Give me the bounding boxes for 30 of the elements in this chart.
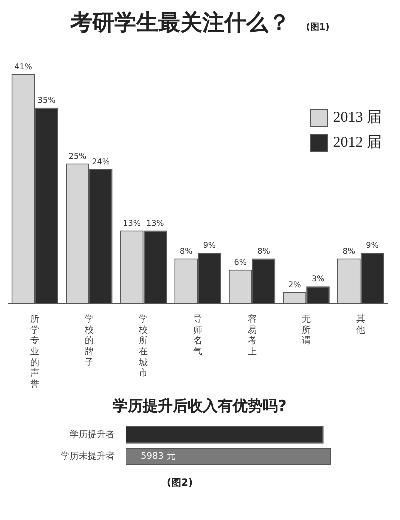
x-tick-label: 容易考上 xyxy=(248,314,257,358)
data-label: 3% xyxy=(312,274,325,284)
chart-title: 考研学生最关注什么？ xyxy=(70,11,290,36)
data-label: 25% xyxy=(68,152,88,161)
x-tick-label: 所学专业的声誉 xyxy=(30,314,40,390)
x-tick-label: 无所谓 xyxy=(302,315,312,347)
data-label: 41% xyxy=(14,62,33,72)
data-label: 8% xyxy=(180,246,194,256)
x-tick-label: 其他 xyxy=(356,314,366,336)
data-label: 13% xyxy=(123,218,142,228)
x-tick-label: 导师名气 xyxy=(194,314,202,358)
data-label: 8% xyxy=(342,246,356,256)
text: (图2) xyxy=(166,478,194,489)
data-label: 6% xyxy=(234,258,248,267)
data-label: 24% xyxy=(92,157,110,166)
y-tick-label: 学历提升者 xyxy=(70,430,115,441)
chart-title: 学历提升后收入有优势吗? xyxy=(113,397,287,415)
data-label: 13% xyxy=(146,218,165,228)
data-label: 35% xyxy=(38,96,56,105)
legend-label: 2012 届 xyxy=(333,134,382,152)
data-label: 2% xyxy=(288,280,302,290)
data-label: 5983 元 xyxy=(141,451,176,462)
legend-label: 2013 届 xyxy=(333,109,382,127)
x-tick-label: 学校的牌子 xyxy=(84,314,94,368)
text: (图1) xyxy=(306,23,330,33)
data-label: 9% xyxy=(203,241,216,250)
data-label: 8% xyxy=(258,246,271,256)
data-label: 9% xyxy=(366,241,380,250)
y-tick-label: 学历未提升者 xyxy=(61,451,115,462)
x-tick-label: 学校所在城市 xyxy=(138,314,148,380)
